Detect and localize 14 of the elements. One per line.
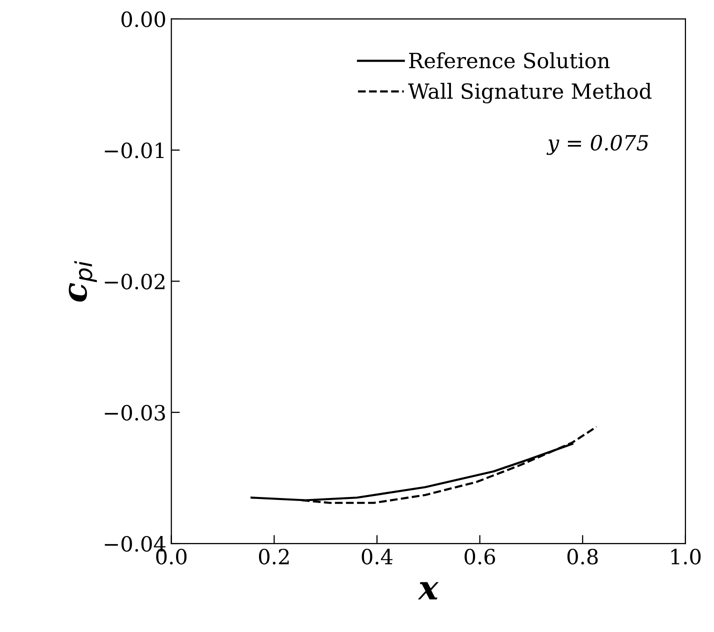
- y-tick-label: −0.02: [104, 274, 164, 290]
- x-axis-title: x: [418, 582, 439, 600]
- y-axis-title: c$_{pi}$: [68, 260, 97, 302]
- legend-label: Reference Solution: [409, 52, 610, 68]
- x-tick-label: 0.2: [258, 548, 289, 565]
- y-tick-label: −0.03: [104, 404, 165, 421]
- x-tick-label: 0.4: [362, 548, 393, 565]
- x-tick-label: 0.8: [567, 548, 598, 565]
- x-tick-label: 0.6: [464, 548, 496, 565]
- legend-label: Wall Signature Method: [408, 82, 652, 104]
- y-tick-label: 0.00: [121, 11, 166, 28]
- annotation: y = 0.075: [546, 134, 648, 155]
- y-tick-label: −0.01: [104, 142, 164, 158]
- x-tick-label: 1.0: [671, 548, 701, 565]
